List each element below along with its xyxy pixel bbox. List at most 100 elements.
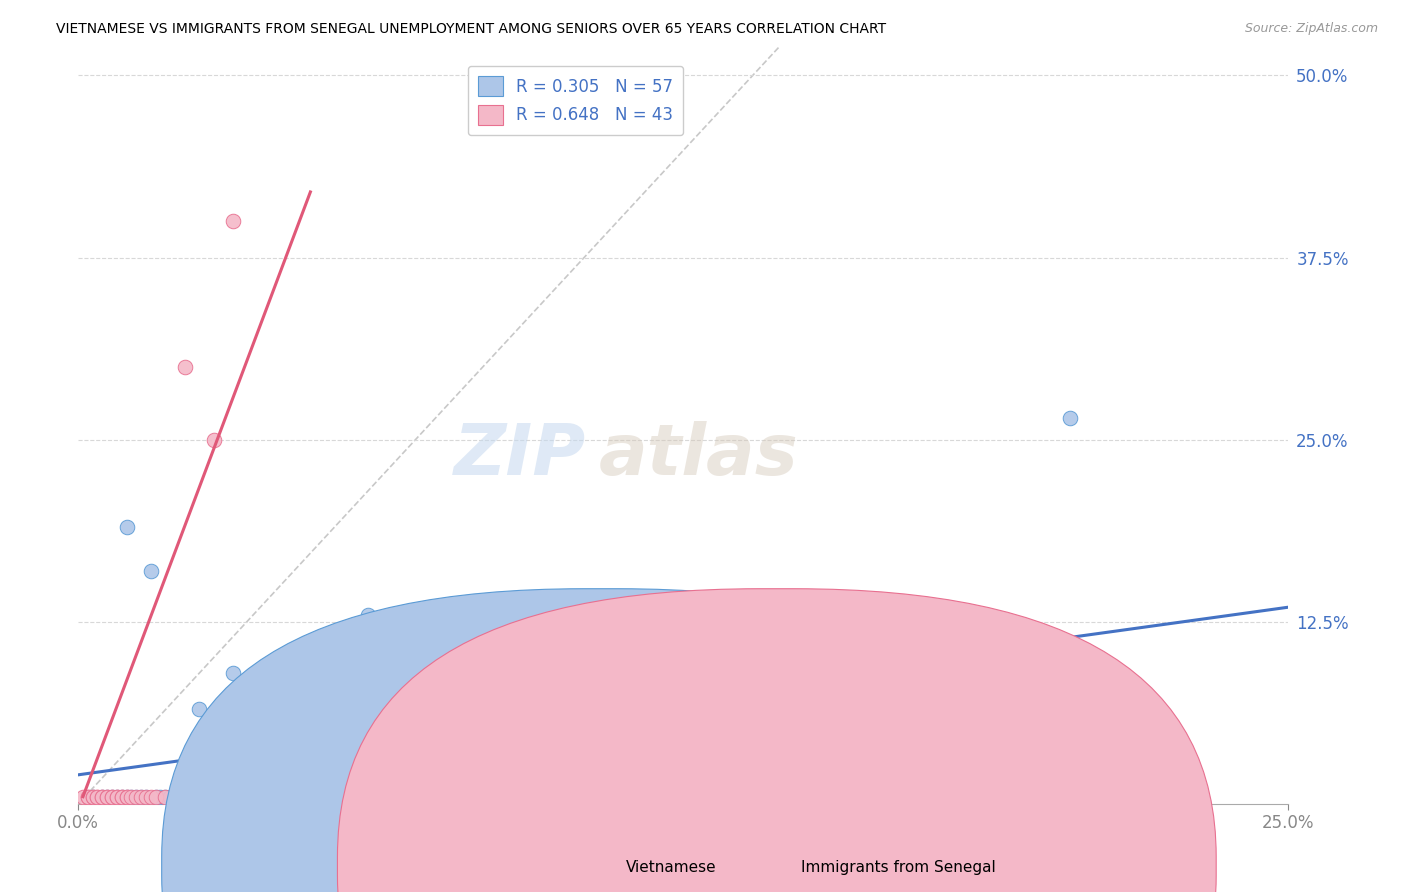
Point <box>276 789 298 804</box>
Point <box>502 789 524 804</box>
Point <box>309 789 332 804</box>
Point <box>173 359 195 374</box>
Point <box>115 520 138 534</box>
Point <box>82 789 104 804</box>
Text: Vietnamese: Vietnamese <box>626 860 716 874</box>
Point <box>260 789 283 804</box>
Point <box>125 789 148 804</box>
Point <box>222 789 245 804</box>
Point <box>159 789 181 804</box>
Point <box>454 789 477 804</box>
Point <box>120 789 142 804</box>
Point <box>284 789 307 804</box>
Point <box>817 789 839 804</box>
Point <box>222 214 245 228</box>
Point <box>145 789 167 804</box>
Point <box>115 789 138 804</box>
Point <box>197 789 219 804</box>
Point <box>101 789 124 804</box>
Point <box>111 789 134 804</box>
Point <box>135 789 157 804</box>
Point <box>149 789 172 804</box>
Point <box>135 789 157 804</box>
Point <box>105 789 128 804</box>
Point <box>183 789 205 804</box>
Point <box>86 789 108 804</box>
Point <box>284 789 307 804</box>
Point <box>111 789 134 804</box>
Point <box>599 593 621 607</box>
Point <box>212 789 235 804</box>
Point <box>76 789 98 804</box>
Point <box>82 789 104 804</box>
Point <box>96 789 118 804</box>
Point <box>396 789 419 804</box>
Point <box>129 789 152 804</box>
Point <box>527 789 550 804</box>
Point <box>260 789 283 804</box>
Text: atlas: atlas <box>599 421 799 490</box>
Point <box>179 789 201 804</box>
Point <box>72 789 94 804</box>
Point <box>236 789 259 804</box>
Point <box>188 789 211 804</box>
Point <box>299 789 322 804</box>
Point <box>145 789 167 804</box>
Point <box>91 789 114 804</box>
Point <box>575 789 598 804</box>
Point <box>202 433 225 447</box>
Point <box>270 665 292 680</box>
Point <box>1059 410 1081 425</box>
Point <box>212 789 235 804</box>
Point <box>105 789 128 804</box>
Point <box>139 789 162 804</box>
Point <box>478 789 501 804</box>
Point <box>155 789 177 804</box>
Point <box>101 789 124 804</box>
Point <box>96 789 118 804</box>
Point <box>202 789 225 804</box>
Point <box>139 564 162 578</box>
Point <box>188 702 211 716</box>
Point <box>250 789 273 804</box>
Point <box>333 651 356 665</box>
Point <box>648 789 671 804</box>
Point <box>111 789 134 804</box>
Point <box>250 789 273 804</box>
Point <box>381 789 404 804</box>
Point <box>105 789 128 804</box>
Text: VIETNAMESE VS IMMIGRANTS FROM SENEGAL UNEMPLOYMENT AMONG SENIORS OVER 65 YEARS C: VIETNAMESE VS IMMIGRANTS FROM SENEGAL UN… <box>56 22 886 37</box>
Point <box>696 789 718 804</box>
Point <box>120 789 142 804</box>
Point <box>115 789 138 804</box>
Point <box>744 789 766 804</box>
Point <box>236 789 259 804</box>
Point <box>202 789 225 804</box>
Point <box>270 789 292 804</box>
Point <box>299 789 322 804</box>
Point <box>155 789 177 804</box>
Point <box>347 789 370 804</box>
Point <box>222 665 245 680</box>
Point <box>1132 789 1154 804</box>
Point <box>193 789 215 804</box>
Text: Immigrants from Senegal: Immigrants from Senegal <box>801 860 997 874</box>
Point <box>96 789 118 804</box>
Point <box>125 789 148 804</box>
Point <box>129 789 152 804</box>
Point <box>169 789 191 804</box>
Point <box>173 789 195 804</box>
Point <box>173 789 195 804</box>
Point <box>163 789 186 804</box>
Text: ZIP: ZIP <box>454 421 586 490</box>
Point <box>357 607 380 622</box>
Point <box>91 789 114 804</box>
Point <box>430 789 453 804</box>
Point <box>163 789 186 804</box>
Point <box>101 789 124 804</box>
Point <box>551 789 574 804</box>
Point <box>86 789 108 804</box>
Point <box>309 789 332 804</box>
Point <box>91 789 114 804</box>
Point <box>82 789 104 804</box>
